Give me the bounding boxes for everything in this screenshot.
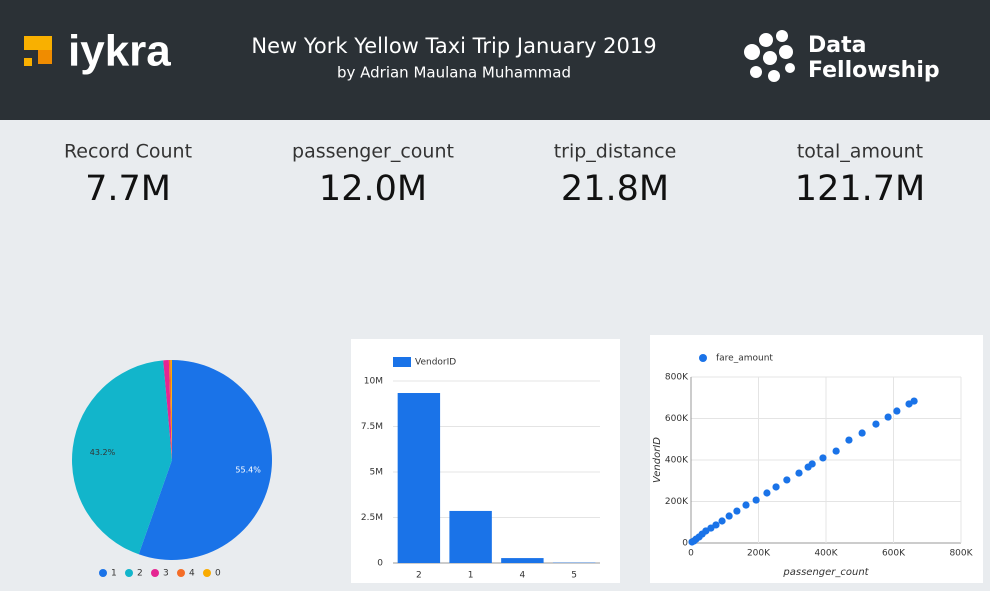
legend-swatch xyxy=(125,569,133,577)
pie-slice xyxy=(170,360,172,460)
y-tick-label: 400K xyxy=(665,456,689,466)
scatter-point xyxy=(795,469,803,477)
legend-swatch xyxy=(203,569,211,577)
scatter-point xyxy=(742,501,750,509)
legend-label: 3 xyxy=(163,569,169,579)
kpi-value: 121.7M xyxy=(795,169,925,209)
x-tick-label: 2 xyxy=(416,571,422,581)
scatter-point xyxy=(845,436,853,444)
kpi-label: total_amount xyxy=(797,141,923,163)
legend-swatch xyxy=(699,354,707,362)
scatter-point xyxy=(763,489,771,497)
fellowship-icon xyxy=(744,30,795,82)
header-bar xyxy=(0,0,990,120)
scatter-point xyxy=(772,483,780,491)
slice-label: 43.2% xyxy=(90,448,116,457)
pie-slice xyxy=(168,360,172,460)
pie-slice xyxy=(138,360,272,561)
legend-swatch xyxy=(393,357,411,367)
x-tick-label: 200K xyxy=(747,549,771,559)
scatter-point xyxy=(725,512,733,520)
iykra-icon xyxy=(24,36,52,66)
kpi-value: 21.8M xyxy=(561,169,669,209)
x-tick-label: 4 xyxy=(520,571,526,581)
legend-label: 0 xyxy=(215,569,221,579)
logo-right-line: Fellowship xyxy=(808,58,940,83)
legend-label: 1 xyxy=(111,569,117,579)
x-tick-label: 0 xyxy=(688,549,694,559)
scatter-point xyxy=(804,463,812,471)
x-tick-label: 5 xyxy=(571,571,577,581)
legend-swatch xyxy=(151,569,159,577)
scatter-point xyxy=(872,420,880,428)
scatter-point xyxy=(884,413,892,421)
scatter-point xyxy=(905,400,913,408)
y-tick-label: 200K xyxy=(665,497,689,507)
y-tick-label: 5M xyxy=(370,468,384,478)
legend-swatch xyxy=(177,569,185,577)
scatter-point xyxy=(718,517,726,525)
y-tick-label: 0 xyxy=(682,539,688,549)
y-tick-label: 800K xyxy=(665,373,689,383)
scatter-point xyxy=(819,454,827,462)
scatter-point xyxy=(733,507,741,515)
scatter-point xyxy=(783,476,791,484)
y-tick-label: 2.5M xyxy=(361,513,383,523)
pie-slice xyxy=(71,360,172,555)
kpi-value: 12.0M xyxy=(319,169,427,209)
dashboard-title: New York Yellow Taxi Trip January 2019 xyxy=(251,34,656,58)
legend-label: fare_amount xyxy=(716,354,773,364)
scatter-point xyxy=(752,496,760,504)
x-tick-label: 1 xyxy=(468,571,474,581)
x-axis-label: passenger_count xyxy=(782,567,869,578)
bar xyxy=(501,558,544,563)
scatter-panel xyxy=(650,335,983,583)
y-tick-label: 10M xyxy=(364,377,383,387)
x-tick-label: 800K xyxy=(949,549,973,559)
logo-left: iykra xyxy=(68,27,171,76)
y-axis-label: VendorID xyxy=(652,437,663,483)
kpi-label: trip_distance xyxy=(554,141,677,163)
x-tick-label: 600K xyxy=(882,549,906,559)
dashboard-subtitle: by Adrian Maulana Muhammad xyxy=(337,64,571,82)
x-tick-label: 400K xyxy=(814,549,838,559)
scatter-point xyxy=(893,407,901,415)
legend-label: VendorID xyxy=(415,358,456,368)
y-tick-label: 0 xyxy=(377,559,383,569)
legend-label: 4 xyxy=(189,569,195,579)
scatter-point xyxy=(832,447,840,455)
scatter-point xyxy=(688,538,696,546)
kpi-label: Record Count xyxy=(64,141,192,163)
bar xyxy=(449,510,492,563)
y-tick-label: 600K xyxy=(665,414,689,424)
scatter-point xyxy=(858,429,866,437)
bar xyxy=(397,393,441,563)
logo-right-line: Data xyxy=(808,33,866,58)
legend-swatch xyxy=(99,569,107,577)
pie-slice xyxy=(163,360,172,460)
kpi-value: 7.7M xyxy=(85,169,171,209)
slice-label: 55.4% xyxy=(235,466,261,475)
kpi-label: passenger_count xyxy=(292,141,454,163)
y-tick-label: 7.5M xyxy=(361,422,383,432)
legend-label: 2 xyxy=(137,569,143,579)
